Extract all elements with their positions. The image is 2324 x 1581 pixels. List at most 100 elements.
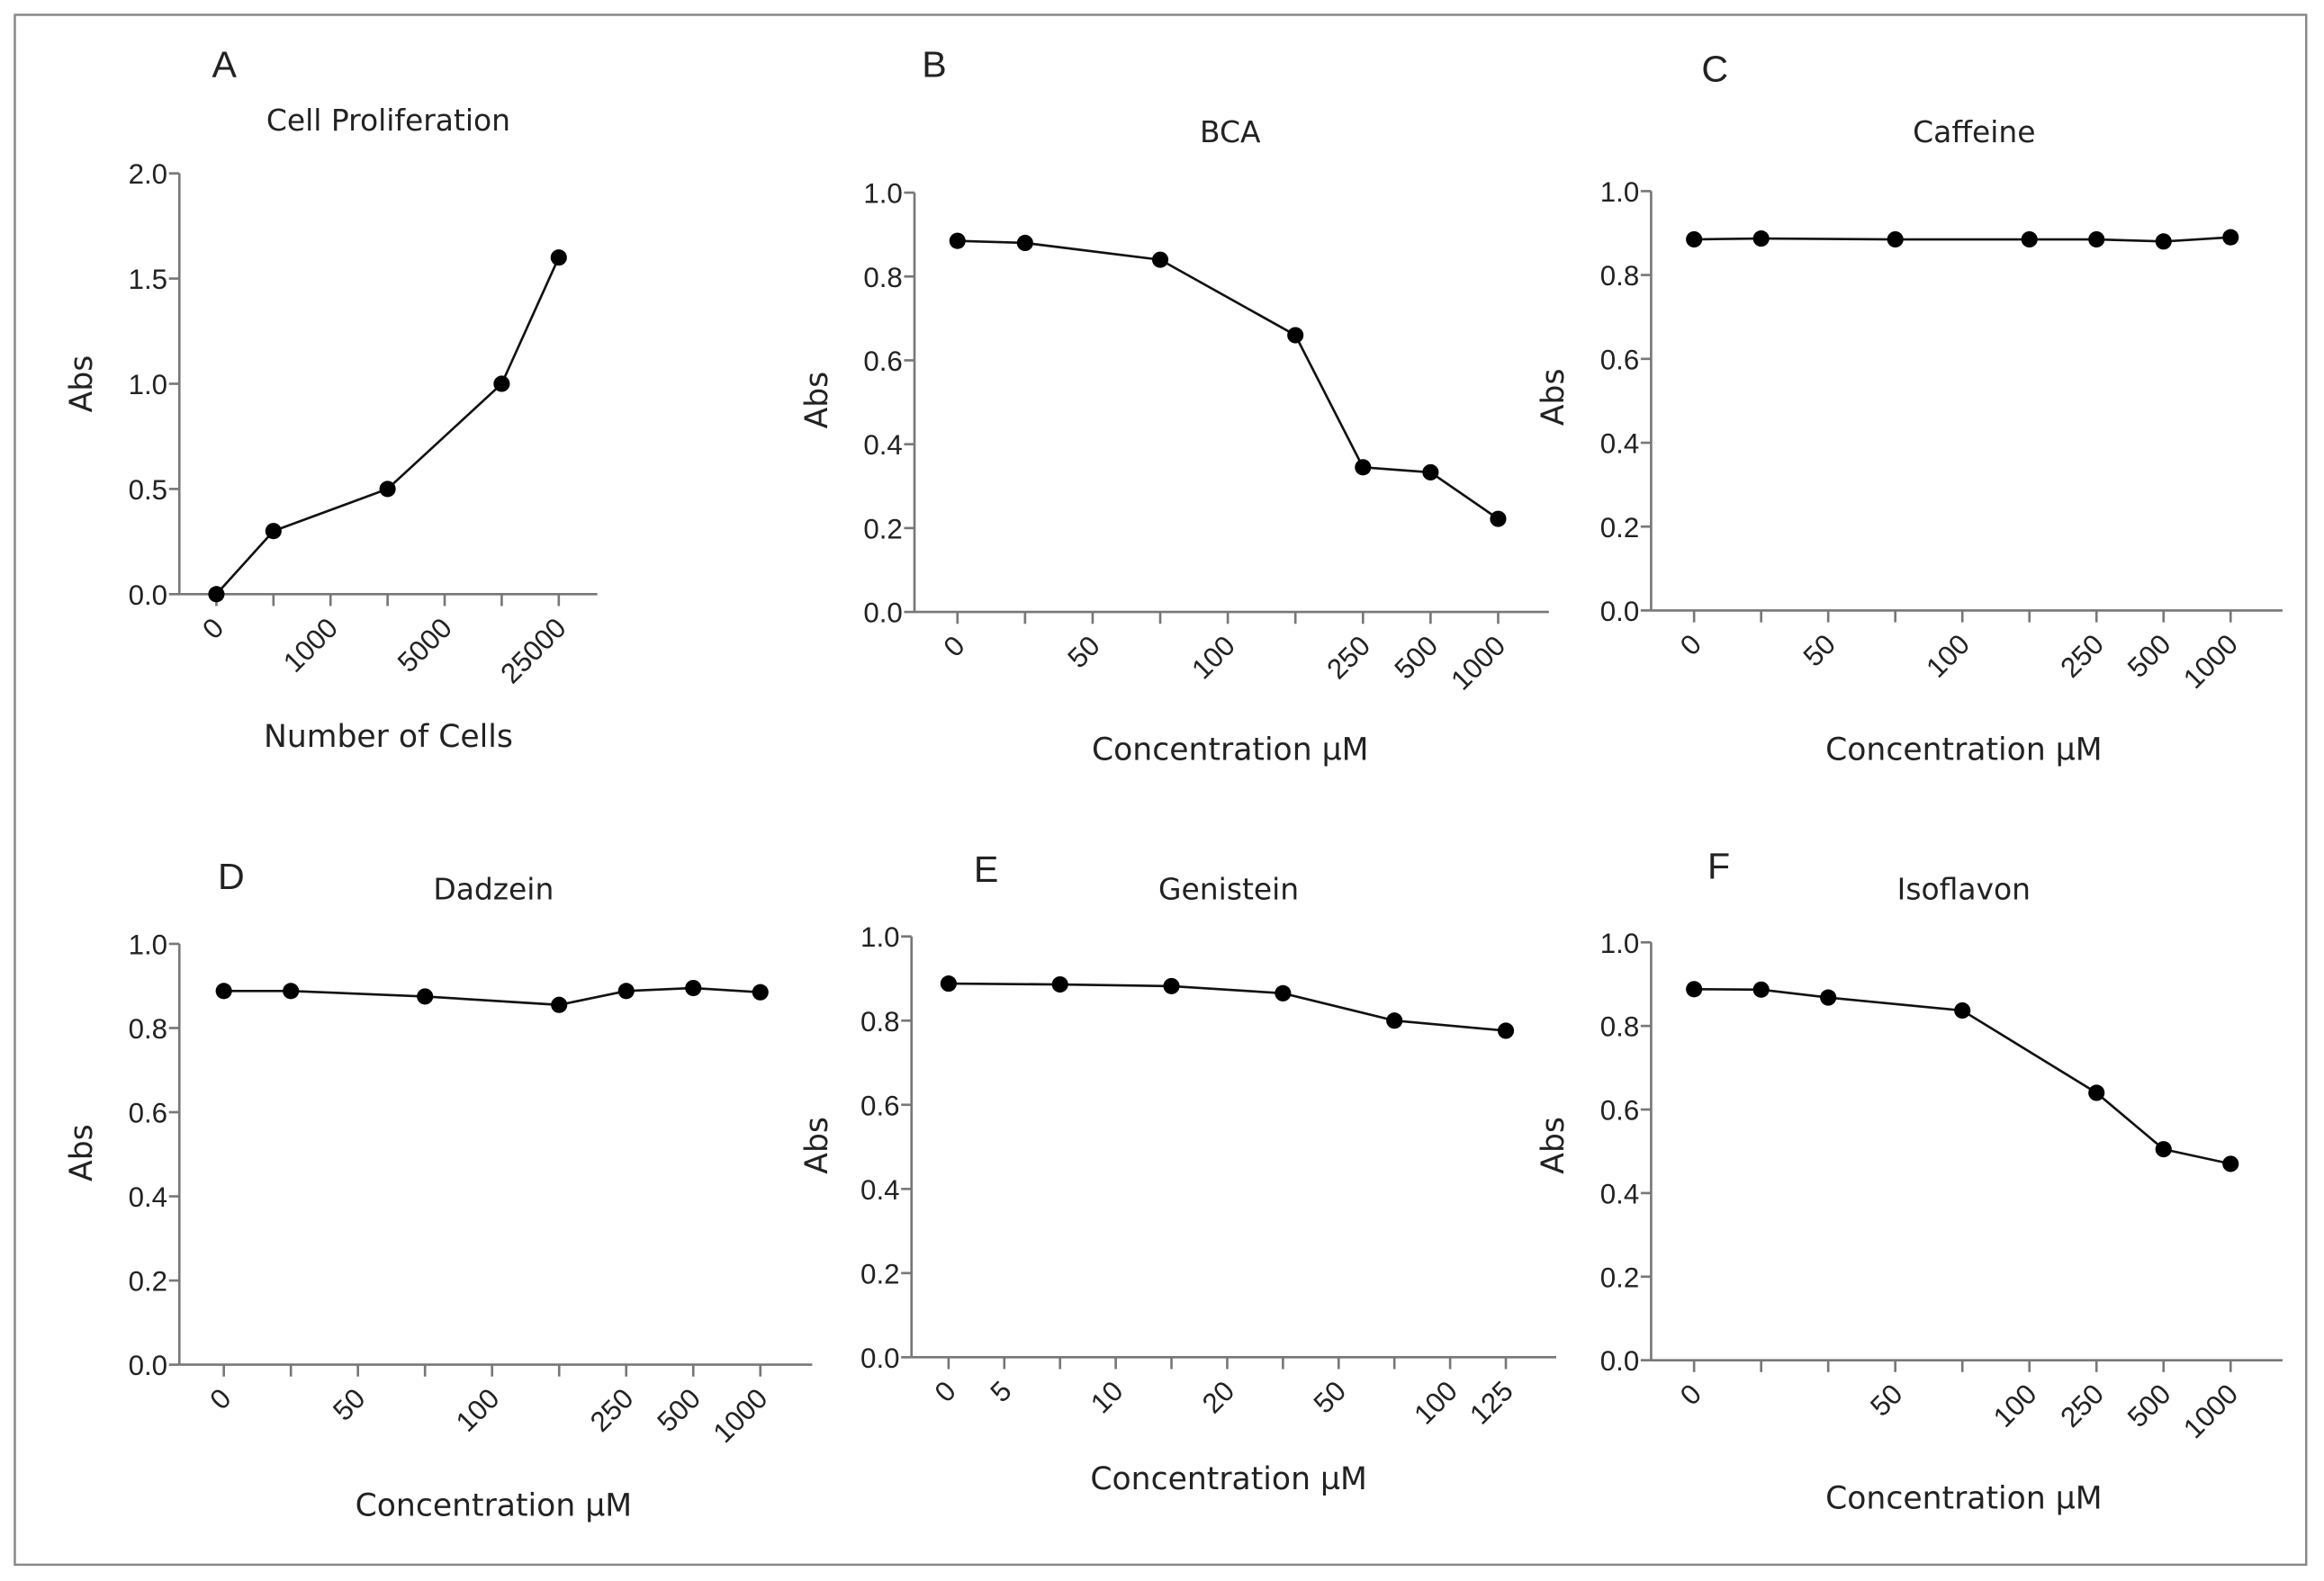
x-tick-label: 0 [929, 1375, 962, 1408]
panel-letter: B [922, 44, 946, 85]
data-point [1752, 230, 1770, 247]
x-tick-label: 125 [1464, 1375, 1519, 1431]
y-axis-label: Abs [799, 1117, 835, 1174]
chart-title: Isoflavon [1897, 872, 2031, 907]
x-tick-label: 250 [2054, 1378, 2110, 1433]
data-point [417, 988, 434, 1005]
data-point [283, 983, 300, 1000]
y-tick-label: 0.8 [860, 1006, 899, 1038]
x-tick-label: 500 [651, 1382, 707, 1438]
x-tick-label: 50 [327, 1382, 371, 1426]
y-tick-label: 0.2 [129, 1266, 167, 1298]
series-line [1694, 236, 2231, 243]
panel-cell-proliferation: A Cell Proliferation Abs Number of Cells 0.0… [64, 44, 598, 755]
x-tick-label: 5000 [392, 612, 458, 678]
y-axis-label: Abs [64, 355, 100, 413]
data-point [1163, 977, 1180, 994]
figure-frame [14, 13, 2308, 1567]
data-point [551, 996, 568, 1013]
x-tick-label: 1000 [277, 612, 344, 678]
chart-title: Caffeine [1913, 114, 2035, 149]
y-tick-label: 0.4 [1600, 1178, 1639, 1209]
x-tick-label: 500 [2121, 1378, 2177, 1433]
x-tick-label: 1000 [2177, 1378, 2244, 1444]
y-axis-label: Abs [1536, 1117, 1572, 1174]
data-point [1887, 230, 1904, 248]
data-point [752, 984, 769, 1001]
y-axis-label: Abs [799, 372, 835, 429]
data-point [493, 375, 510, 392]
x-tick-label: 0 [1674, 1378, 1707, 1411]
panel-isoflavon: F Isoflavon Abs Concentration µM 0.0 0.2 0.4 0.… [1536, 845, 2283, 1516]
panel-letter: D [218, 856, 245, 897]
data-point [617, 983, 635, 1000]
y-tick-label: 0.6 [863, 346, 902, 377]
x-tick-label: 0 [938, 630, 971, 663]
y-tick-label: 1.0 [863, 178, 902, 210]
y-tick-label: 0.4 [863, 429, 902, 461]
x-tick-label: 100 [450, 1382, 506, 1438]
y-tick-label: 0.0 [1600, 596, 1639, 627]
series-line [223, 986, 761, 1007]
y-tick-label: 0.2 [1600, 1262, 1639, 1293]
x-tick-label: 10 [1085, 1375, 1129, 1419]
x-tick-label: 500 [1389, 630, 1445, 686]
y-tick-label: 0.4 [860, 1174, 899, 1206]
y-tick-label: 0.2 [860, 1258, 899, 1289]
y-tick-label: 0.8 [863, 262, 902, 293]
y-tick-label: 0.8 [1600, 260, 1639, 292]
x-tick-label: 250 [1320, 630, 1376, 686]
data-point [1287, 327, 1304, 344]
data-point [2088, 1084, 2105, 1101]
data-point [1954, 1002, 1971, 1020]
data-point [2222, 229, 2239, 246]
panel-caffeine: C Caffeine Abs Concentration µM 0.0 0.2 0.4 0.6… [1536, 49, 2283, 768]
data-point [265, 523, 282, 540]
panel-genistein: E Genistein Abs Concentration µM 0.0 0.2 0.4 0.… [799, 849, 1557, 1497]
y-tick-label: 1.5 [129, 264, 167, 295]
x-tick-label: 50 [1308, 1375, 1352, 1419]
y-tick-label: 0.0 [129, 579, 167, 611]
y-tick-label: 0.0 [860, 1343, 899, 1374]
data-point [2222, 1155, 2239, 1172]
y-tick-label: 0.4 [129, 1181, 167, 1213]
y-tick-label: 0.6 [1600, 344, 1639, 375]
data-point [1151, 251, 1169, 268]
y-tick-label: 2.0 [129, 158, 167, 190]
data-point [1016, 234, 1033, 252]
data-point [1497, 1022, 1515, 1039]
data-point [1051, 975, 1068, 993]
y-tick-label: 0.2 [1600, 512, 1639, 543]
y-tick-label: 0.4 [1600, 428, 1639, 460]
x-tick-label: 1000 [1445, 630, 1511, 696]
data-point [1355, 459, 1372, 476]
x-tick-label: 100 [1920, 628, 1976, 684]
y-tick-label: 0.8 [1600, 1011, 1639, 1043]
chart-title: Cell Proliferation [266, 103, 510, 138]
x-tick-label: 0 [1674, 628, 1707, 661]
data-point [1752, 981, 1770, 998]
data-point [1490, 510, 1507, 527]
x-tick-label: 1000 [707, 1382, 774, 1449]
y-tick-label: 0.0 [863, 597, 902, 629]
x-tick-label: 0 [196, 612, 230, 645]
y-tick-label: 0.6 [129, 1098, 167, 1129]
x-tick-label: 5 [985, 1375, 1018, 1408]
data-point [1686, 981, 1703, 998]
y-tick-label: 1.0 [1600, 176, 1639, 208]
y-tick-label: 0.0 [129, 1350, 167, 1381]
x-tick-label: 50 [1797, 628, 1842, 672]
x-tick-label: 25000 [494, 612, 572, 689]
x-tick-label: 100 [1408, 1375, 1464, 1431]
x-tick-label: 20 [1196, 1375, 1240, 1419]
panel-letter: A [212, 44, 237, 85]
panel-letter: E [974, 849, 998, 890]
data-point [1686, 230, 1703, 248]
y-tick-label: 0.6 [860, 1090, 899, 1121]
x-axis-label: Concentration µM [356, 1488, 632, 1524]
x-tick-label: 100 [1987, 1378, 2043, 1433]
y-axis-label: Abs [1536, 368, 1572, 426]
y-tick-label: 0.2 [863, 513, 902, 544]
x-tick-label: 50 [1061, 630, 1105, 674]
